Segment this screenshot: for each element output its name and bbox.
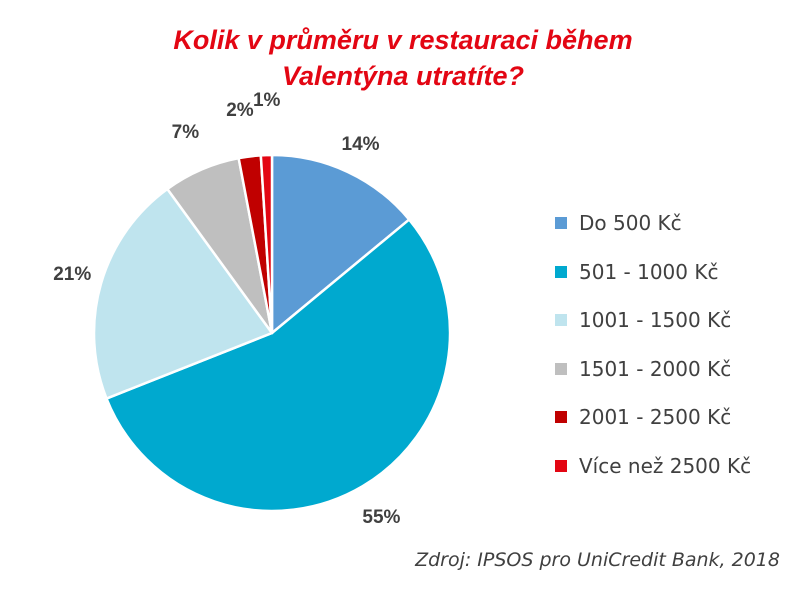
legend-item-1001-1500: 1001 - 1500 Kč bbox=[555, 296, 751, 345]
pie-slice bbox=[92, 187, 274, 400]
legend: Do 500 Kč 501 - 1000 Kč 1001 - 1500 Kč 1… bbox=[555, 199, 751, 490]
legend-label: 501 - 1000 Kč bbox=[579, 259, 719, 284]
chart-title-line-1: Kolik v průměru v restauraci během bbox=[173, 25, 633, 55]
legend-swatch bbox=[555, 217, 567, 230]
slice-percent-label: 7% bbox=[172, 122, 200, 143]
legend-item-2001-2500: 2001 - 2500 Kč bbox=[555, 393, 751, 442]
legend-label: Více než 2500 Kč bbox=[579, 453, 752, 478]
legend-label: 1001 - 1500 Kč bbox=[579, 308, 732, 333]
legend-item-1501-2000: 1501 - 2000 Kč bbox=[555, 345, 751, 394]
legend-swatch bbox=[555, 314, 567, 327]
legend-item-do-500: Do 500 Kč bbox=[555, 199, 751, 248]
slice-percent-label: 21% bbox=[53, 264, 91, 285]
legend-item-vice-nez-2500: Více než 2500 Kč bbox=[555, 442, 751, 491]
chart-title-line-2: Valentýna utratíte? bbox=[281, 61, 525, 91]
legend-swatch bbox=[555, 411, 567, 424]
slice-percent-label: 2% bbox=[226, 100, 254, 121]
legend-swatch bbox=[555, 362, 567, 375]
slice-percent-label: 1% bbox=[253, 90, 281, 111]
chart-title: Kolik v průměru v restauraci během Valen… bbox=[0, 22, 806, 94]
slice-percent-label: 55% bbox=[362, 507, 400, 528]
pie-slice bbox=[270, 153, 411, 335]
legend-label: 2001 - 2500 Kč bbox=[579, 405, 732, 430]
legend-label: Do 500 Kč bbox=[579, 211, 682, 236]
legend-swatch bbox=[555, 459, 567, 472]
slice-percent-label: 14% bbox=[342, 134, 380, 155]
source-note: Zdroj: IPSOS pro UniCredit Bank, 2018 bbox=[415, 549, 780, 571]
pie-slice bbox=[105, 218, 452, 513]
legend-swatch bbox=[555, 265, 567, 278]
pie-slice bbox=[259, 153, 274, 335]
pie-labels: 14% 55% 21% 7% 2% 1% bbox=[53, 90, 400, 528]
legend-item-501-1000: 501 - 1000 Kč bbox=[555, 248, 751, 297]
legend-label: 1501 - 2000 Kč bbox=[579, 356, 732, 381]
pie-slices bbox=[92, 153, 452, 513]
